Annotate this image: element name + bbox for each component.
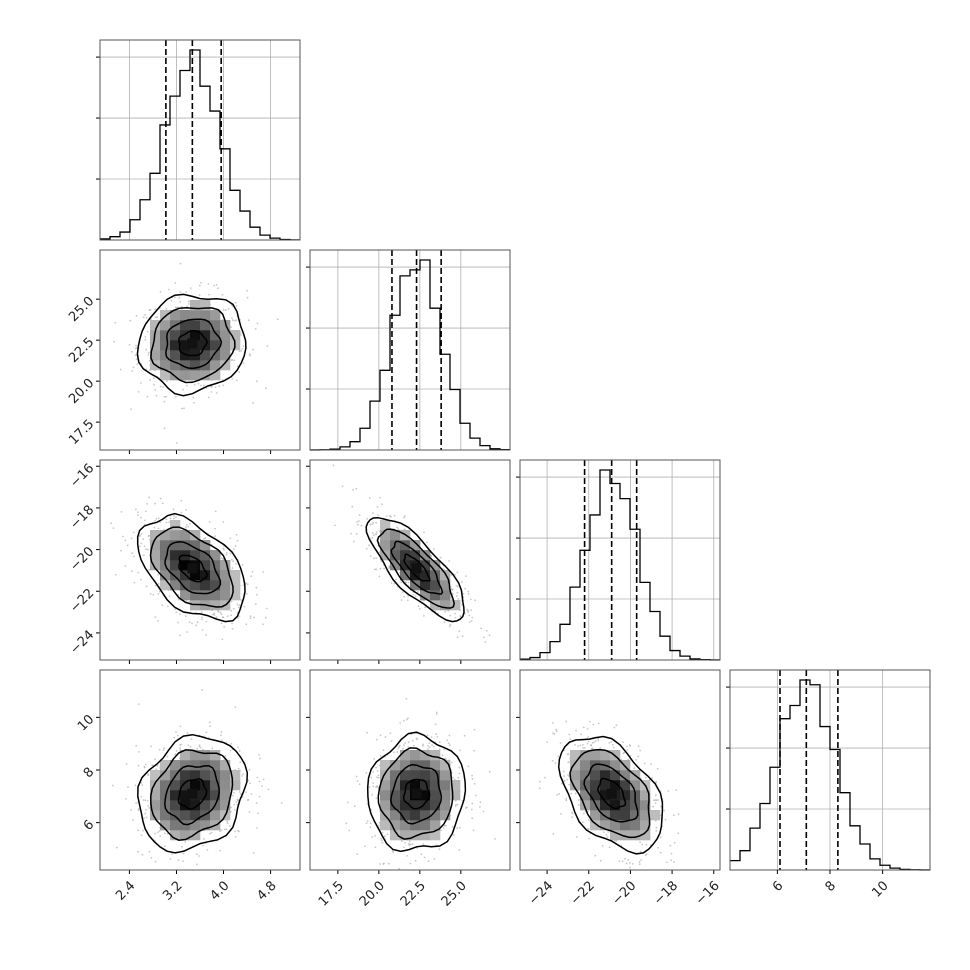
contours — [365, 516, 465, 623]
contours — [366, 731, 467, 853]
histogram-1 — [310, 259, 510, 451]
y-tick-label: −24 — [67, 628, 97, 658]
contour-3 — [365, 516, 465, 623]
density-heatmap — [380, 750, 461, 841]
x-tick-label: 6 — [770, 878, 786, 894]
x-tick-label: −20 — [609, 878, 639, 908]
contour-2 — [150, 306, 236, 384]
contours — [557, 735, 664, 855]
x-tick-label: 10 — [869, 878, 891, 900]
contour-0 — [402, 778, 431, 810]
x-tick-label: −16 — [693, 878, 723, 908]
panel-3-1: 17.5 20.0 22.5 25.0 — [306, 669, 511, 910]
x-tick-label: 25.0 — [439, 878, 470, 909]
contour-3 — [557, 735, 664, 855]
y-tick-label: 25.0 — [66, 294, 97, 325]
y-tick-label: −22 — [67, 586, 97, 616]
contour-2 — [569, 748, 651, 839]
contour-0 — [177, 778, 208, 810]
density-peak — [187, 563, 198, 574]
hist-grid — [310, 250, 510, 450]
panel-2-1 — [306, 459, 511, 664]
contour-3 — [136, 512, 246, 623]
contour-1 — [390, 540, 444, 595]
y-tick-label: −18 — [67, 503, 97, 533]
y-tick-label: −20 — [67, 544, 97, 574]
y-tick-label: 20.0 — [66, 376, 97, 407]
histogram-2 — [520, 469, 720, 661]
x-tick-label: 3.2 — [160, 878, 185, 903]
y-tick-label: −16 — [67, 461, 97, 491]
x-tick-label: −22 — [568, 878, 598, 908]
y-tick-label: 8 — [81, 765, 97, 781]
hist-grid — [730, 670, 930, 870]
histogram-3 — [730, 679, 930, 871]
contour-2 — [377, 747, 454, 840]
contour-2 — [150, 749, 234, 841]
x-tick-label: 2.4 — [113, 878, 138, 903]
contour-3 — [366, 731, 467, 853]
y-tick-label: 22.5 — [66, 335, 97, 366]
panel-1-1 — [306, 249, 511, 451]
panel-frame — [309, 249, 511, 451]
panel-frame — [309, 669, 511, 871]
x-tick-label: 17.5 — [316, 878, 347, 909]
density-peak — [606, 788, 617, 799]
density-heatmap — [150, 300, 241, 381]
contour-1 — [583, 763, 639, 823]
panel-frame — [99, 669, 301, 871]
panel-3-3: 6 8 10 — [726, 669, 931, 901]
x-tick-label: 22.5 — [398, 878, 429, 909]
density-peak — [411, 788, 422, 799]
contour-3 — [136, 293, 247, 397]
contour-0 — [178, 329, 208, 357]
contour-3 — [137, 733, 249, 854]
contour-0 — [597, 777, 627, 810]
x-tick-label: 20.0 — [357, 878, 388, 909]
panel-frame — [99, 249, 301, 451]
x-tick-label: 8 — [823, 878, 839, 894]
x-tick-label: −18 — [651, 878, 681, 908]
hist-grid — [520, 460, 720, 660]
panel-0-0 — [96, 39, 301, 241]
panel-2-0: −24 −22 −20 −18 −16 — [67, 459, 301, 664]
contour-0 — [178, 554, 208, 583]
y-tick-label: 10 — [75, 712, 97, 734]
contour-0 — [403, 553, 431, 582]
contours — [137, 733, 249, 854]
contour-2 — [149, 526, 234, 608]
contour-1 — [390, 763, 443, 825]
panel-frame — [99, 459, 301, 661]
panel-frame — [519, 669, 721, 871]
x-tick-label: 4.0 — [207, 878, 232, 903]
contour-1 — [164, 765, 220, 826]
panel-1-0: 17.5 20.0 22.5 25.0 — [66, 249, 301, 454]
contours — [136, 512, 246, 623]
density-peak — [187, 338, 198, 349]
x-tick-label: −24 — [526, 878, 556, 908]
panel-2-2 — [516, 459, 721, 661]
x-tick-label: 4.8 — [254, 878, 279, 903]
contours — [136, 293, 247, 397]
density-peak — [187, 788, 198, 799]
panel-frame — [519, 459, 721, 661]
contour-1 — [164, 541, 222, 595]
panel-frame — [99, 39, 301, 241]
contour-1 — [165, 318, 223, 370]
y-tick-label: 17.5 — [66, 417, 97, 448]
panel-3-2: −24 −22 −20 −18 −16 — [516, 669, 723, 908]
histogram-0 — [100, 49, 300, 241]
density-peak — [411, 563, 422, 574]
y-tick-label: 6 — [81, 817, 97, 833]
contour-2 — [376, 528, 455, 609]
panel-3-0: 2.4 3.2 4.0 4.8 6 8 10 — [75, 669, 301, 904]
panel-frame — [309, 459, 511, 661]
